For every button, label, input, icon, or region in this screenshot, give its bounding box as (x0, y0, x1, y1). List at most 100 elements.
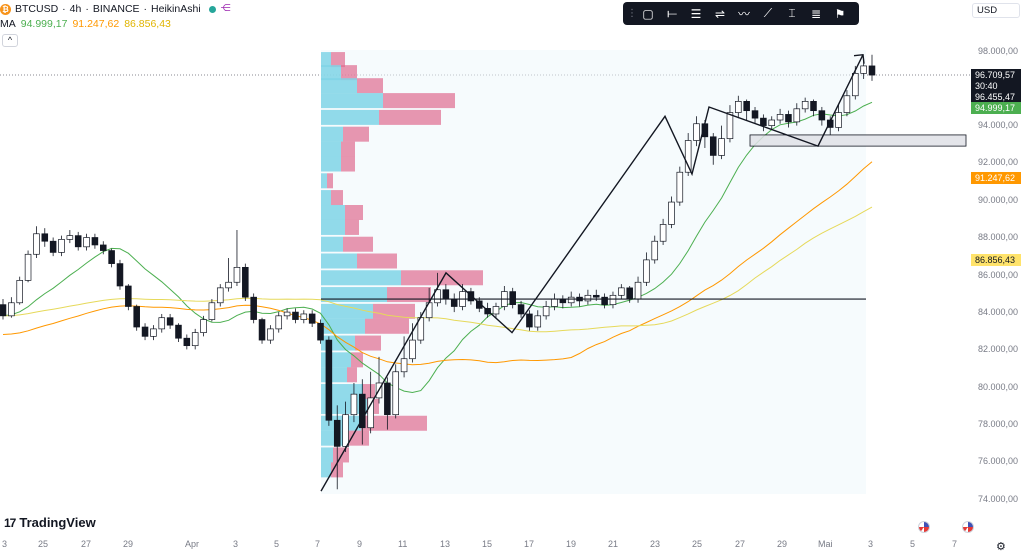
symbol-legend[interactable]: ₿ BTCUSD · 4h · BINANCE · HeikinAshi ⋲ (0, 2, 232, 16)
price-tick: 78.000,00 (978, 419, 1019, 429)
candle-body (33, 233, 40, 255)
tradingview-mark-icon: 17 (4, 515, 16, 530)
candle-body (668, 201, 675, 225)
time-tick: 27 (81, 539, 92, 549)
price-tick: 86.000,00 (978, 270, 1019, 280)
candle-body (41, 233, 49, 242)
candle-body (693, 123, 700, 141)
candle-body (191, 332, 199, 347)
price-axis[interactable]: 98.000,00 94.000,00 92.000,00 90.000,00 … (970, 0, 1024, 551)
time-tick: 13 (440, 539, 451, 549)
volume-profile-down-bar (341, 156, 355, 172)
volume-profile-down-bar (383, 93, 455, 109)
exchange-label: BINANCE (92, 3, 140, 15)
time-tick: 17 (524, 539, 535, 549)
trend-line-tool-icon[interactable]: ⟋ (763, 6, 773, 20)
candle-body (83, 237, 90, 248)
symbol-name[interactable]: BTCUSD (15, 3, 59, 15)
time-tick: 29 (123, 539, 134, 549)
supply-zone-box[interactable] (749, 134, 967, 147)
volume-profile-up-bar (321, 52, 331, 68)
volume-profile-up-bar (321, 156, 341, 172)
candle-body (275, 315, 283, 330)
pattern-tool-icon[interactable]: 〰 (737, 7, 750, 21)
time-tick: 7 (315, 539, 321, 549)
ray-tool-icon[interactable]: ⟝ (667, 6, 677, 20)
candle-body (534, 315, 542, 328)
ma-value-fast: 94.999,17 (20, 18, 68, 30)
candle-body (267, 328, 274, 341)
crosshair-price-tag: 96.455,47 (971, 91, 1021, 103)
time-tick: 5 (910, 539, 916, 549)
candle-body (175, 324, 182, 339)
chart-style-label[interactable]: HeikinAshi (151, 3, 201, 15)
rectangle-tool-icon[interactable]: ▢ (642, 6, 654, 21)
toolbar-grip-icon[interactable]: ⋮ (627, 8, 637, 19)
candle-body (634, 281, 642, 300)
price-tick: 80.000,00 (978, 382, 1019, 392)
volume-profile-down-bar (341, 141, 355, 157)
time-tick: 27 (735, 539, 746, 549)
candle-body (200, 319, 207, 333)
volume-profile-down-bar (365, 318, 409, 334)
candle-body (141, 326, 149, 337)
volume-profile-up-bar (321, 287, 387, 303)
candle-body (183, 337, 191, 347)
candle-body (618, 287, 625, 296)
tradingview-wordmark: TradingView (19, 515, 96, 530)
price-tick: 88.000,00 (978, 232, 1019, 242)
volume-profile-down-bar (401, 270, 483, 286)
candle-body (225, 281, 232, 289)
time-axis[interactable]: 3 25 27 29 Apr 3 5 7 9 11 13 15 17 19 21… (0, 539, 970, 551)
candle-body (150, 328, 157, 337)
candle-body (292, 311, 299, 320)
candle-body (0, 304, 7, 317)
moving-average-legend[interactable]: MA 94.999,17 91.247,62 86.856,43 (0, 18, 171, 30)
currency-selector[interactable]: USD (972, 3, 1020, 18)
bitcoin-icon: ₿ (0, 3, 11, 15)
time-tick: 3 (233, 539, 239, 549)
price-range-tool-icon[interactable]: ⌶ (788, 6, 796, 20)
candle-body (492, 306, 500, 315)
candle-body (317, 322, 324, 341)
tradingview-logo[interactable]: 17 TradingView (4, 515, 96, 530)
candle-body (684, 140, 692, 173)
candle-body (333, 419, 341, 447)
us-event-flag-icon[interactable] (918, 521, 930, 533)
candle-body (359, 393, 366, 429)
parallel-channel-tool-icon[interactable]: ☰ (690, 6, 702, 21)
candle-body (567, 296, 575, 304)
interval-label[interactable]: 4h (69, 3, 82, 15)
candle-body (342, 414, 349, 447)
candle-body (793, 108, 801, 123)
candle-body (735, 101, 742, 113)
volume-profile-down-bar (357, 78, 383, 94)
candle-body (258, 319, 266, 341)
candle-body (58, 239, 65, 253)
collapse-legend-button[interactable]: ^ (2, 34, 18, 47)
moving-average-line (2, 101, 873, 394)
volume-profile-down-bar (327, 173, 333, 189)
volume-profile-down-bar (373, 303, 415, 319)
time-tick: Apr (185, 539, 200, 549)
time-tick: 9 (357, 539, 363, 549)
moving-average-line (2, 161, 873, 366)
candle-body (49, 240, 57, 253)
fib-tool-icon[interactable]: ≣ (810, 6, 822, 21)
gear-icon[interactable]: ⚙ (996, 541, 1006, 551)
volume-profile-down-bar (363, 384, 375, 400)
candle-body (166, 317, 174, 326)
volume-profile-down-bar (331, 190, 343, 206)
chart-canvas[interactable] (0, 0, 970, 539)
us-event-flag-icon[interactable] (962, 521, 974, 533)
time-tick: 5 (274, 539, 280, 549)
volume-profile-down-bar (345, 205, 363, 221)
time-tick: 25 (38, 539, 49, 549)
zigzag-pattern[interactable] (320, 54, 864, 492)
regression-tool-icon[interactable]: ⇌ (714, 6, 726, 21)
time-tick: 15 (482, 539, 493, 549)
candle-body (626, 287, 633, 300)
candle-body (810, 101, 817, 112)
flag-tool-icon[interactable]: ⚑ (834, 6, 846, 21)
share-icon[interactable]: ⋲ (220, 3, 231, 14)
